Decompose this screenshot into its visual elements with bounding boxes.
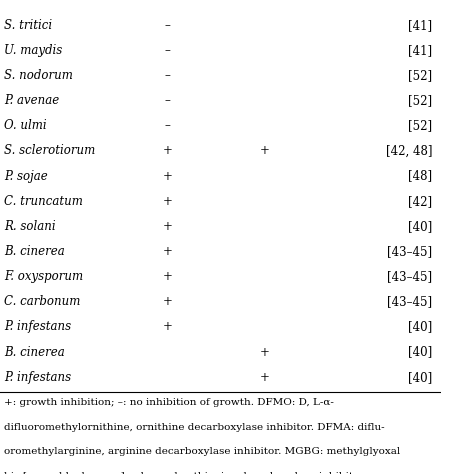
Text: +: + <box>260 145 270 157</box>
Text: difluoromethylornithine, ornithine decarboxylase inhibitor. DFMA: diflu-: difluoromethylornithine, ornithine decar… <box>4 423 385 432</box>
Text: +: + <box>260 371 270 383</box>
Text: [42]: [42] <box>409 195 433 208</box>
Text: [52]: [52] <box>409 94 433 107</box>
Text: [43–45]: [43–45] <box>387 270 433 283</box>
Text: B. cinerea: B. cinerea <box>4 346 65 358</box>
Text: B. cinerea: B. cinerea <box>4 245 65 258</box>
Text: [40]: [40] <box>408 220 433 233</box>
Text: bis-[guanyl hydrazone], adenosylmethionine decarboxylase inhibitor.: bis-[guanyl hydrazone], adenosylmethioni… <box>4 472 367 474</box>
Text: +: + <box>163 295 173 308</box>
Text: –: – <box>165 94 171 107</box>
Text: [41]: [41] <box>409 44 433 57</box>
Text: F. oxysporum: F. oxysporum <box>4 270 83 283</box>
Text: O. ulmi: O. ulmi <box>4 119 47 132</box>
Text: R. solani: R. solani <box>4 220 56 233</box>
Text: [43–45]: [43–45] <box>387 295 433 308</box>
Text: +: + <box>260 346 270 358</box>
Text: –: – <box>165 69 171 82</box>
Text: [41]: [41] <box>409 19 433 32</box>
Text: S. sclerotiorum: S. sclerotiorum <box>4 145 96 157</box>
Text: C. carbonum: C. carbonum <box>4 295 81 308</box>
Text: –: – <box>165 19 171 32</box>
Text: –: – <box>165 119 171 132</box>
Text: P. sojae: P. sojae <box>4 170 48 182</box>
Text: +: + <box>163 195 173 208</box>
Text: P. infestans: P. infestans <box>4 320 72 333</box>
Text: [40]: [40] <box>408 346 433 358</box>
Text: +: growth inhibition; –: no inhibition of growth. DFMO: D, L-α-: +: growth inhibition; –: no inhibition o… <box>4 398 334 407</box>
Text: [52]: [52] <box>409 119 433 132</box>
Text: +: + <box>163 245 173 258</box>
Text: P. infestans: P. infestans <box>4 371 72 383</box>
Text: [52]: [52] <box>409 69 433 82</box>
Text: U. maydis: U. maydis <box>4 44 63 57</box>
Text: +: + <box>163 145 173 157</box>
Text: S. tritici: S. tritici <box>4 19 53 32</box>
Text: [42, 48]: [42, 48] <box>386 145 433 157</box>
Text: +: + <box>163 170 173 182</box>
Text: –: – <box>165 44 171 57</box>
Text: [48]: [48] <box>409 170 433 182</box>
Text: +: + <box>163 270 173 283</box>
Text: oromethylarginine, arginine decarboxylase inhibitor. MGBG: methylglyoxal: oromethylarginine, arginine decarboxylas… <box>4 447 401 456</box>
Text: +: + <box>163 320 173 333</box>
Text: P. avenae: P. avenae <box>4 94 60 107</box>
Text: S. nodorum: S. nodorum <box>4 69 73 82</box>
Text: C. truncatum: C. truncatum <box>4 195 83 208</box>
Text: [40]: [40] <box>408 371 433 383</box>
Text: +: + <box>163 220 173 233</box>
Text: [43–45]: [43–45] <box>387 245 433 258</box>
Text: [40]: [40] <box>408 320 433 333</box>
